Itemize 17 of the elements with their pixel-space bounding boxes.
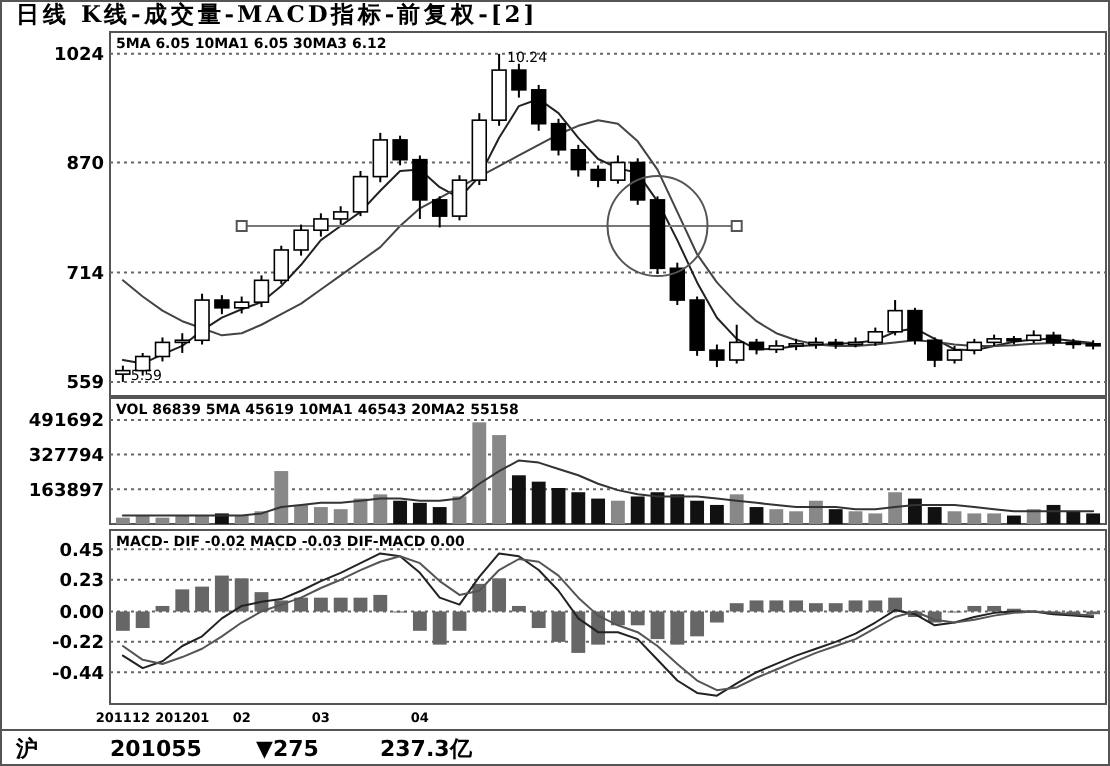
text: 201055 bbox=[110, 736, 202, 762]
y-tick-label: 559 bbox=[66, 374, 104, 395]
y-tick-label: 0.00 bbox=[59, 603, 104, 624]
text: ▼275 bbox=[256, 736, 319, 762]
y-tick-label: 714 bbox=[66, 264, 104, 285]
y-tick-label: 0.45 bbox=[59, 541, 104, 562]
chart-title: 日线 K线-成交量-MACD指标-前复权-[2] bbox=[16, 0, 538, 28]
text: 237.3亿 bbox=[380, 736, 474, 762]
y-tick-label: 0.23 bbox=[59, 572, 104, 593]
y-tick-label: 163897 bbox=[28, 481, 104, 502]
y-tick-label: 491692 bbox=[28, 412, 104, 433]
y-tick-label: -0.44 bbox=[52, 664, 104, 685]
y-tick-label: 327794 bbox=[28, 446, 104, 467]
text: 沪 bbox=[14, 736, 38, 762]
y-tick-label: 870 bbox=[66, 154, 104, 175]
y-tick-label: -0.22 bbox=[52, 634, 104, 655]
y-tick-label: 1024 bbox=[53, 46, 104, 67]
